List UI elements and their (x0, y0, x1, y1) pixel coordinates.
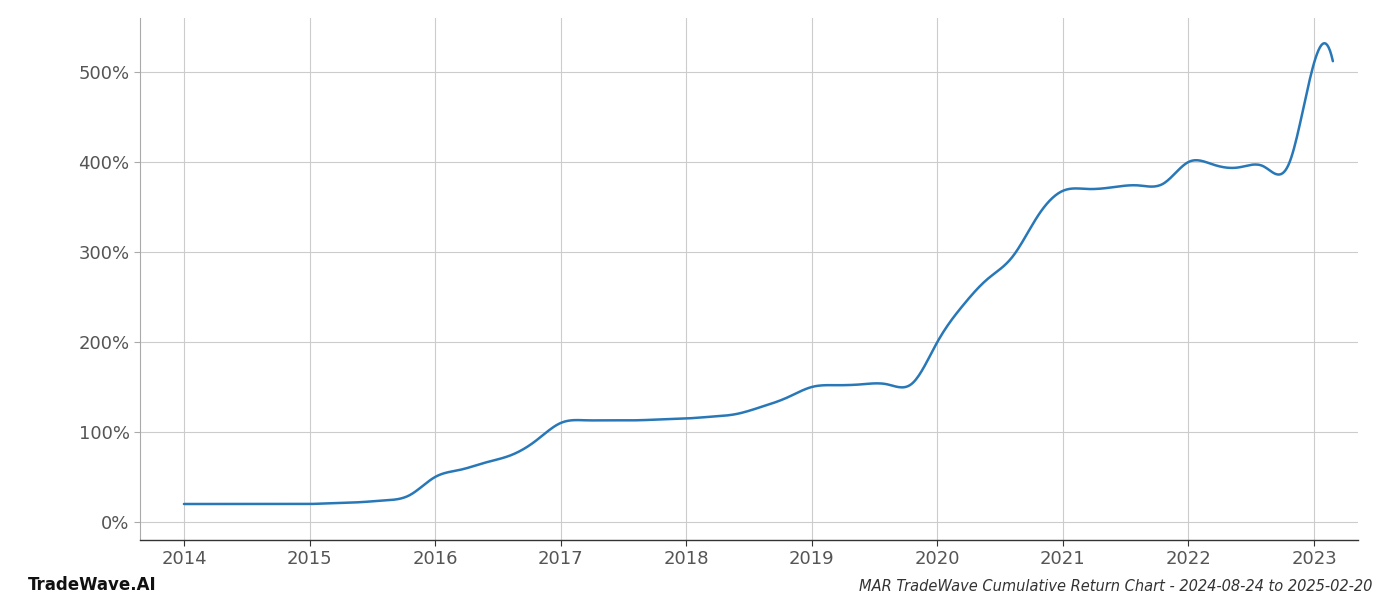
Text: MAR TradeWave Cumulative Return Chart - 2024-08-24 to 2025-02-20: MAR TradeWave Cumulative Return Chart - … (858, 579, 1372, 594)
Text: TradeWave.AI: TradeWave.AI (28, 576, 157, 594)
